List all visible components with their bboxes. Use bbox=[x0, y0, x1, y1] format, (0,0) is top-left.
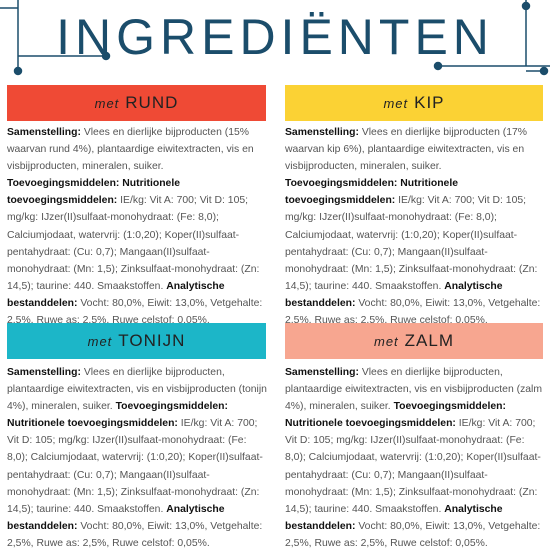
decorative-lines bbox=[0, 0, 550, 76]
text-samenstelling: Vlees en dierlijke bijproducten, plantaa… bbox=[285, 367, 543, 413]
label-toevoegingsmiddelen: Toevoegingsmiddelen: Nutritionele toevoe… bbox=[7, 401, 228, 430]
deco-dot-right-top bbox=[521, 1, 531, 11]
panel-prefix: met bbox=[87, 333, 113, 349]
text-analytisch: Vocht: 80,0%, Eiwit: 13,0%, Vetgehalte: … bbox=[7, 297, 263, 327]
panel-name: ZALM bbox=[404, 331, 454, 350]
text-analytisch: Vocht: 80,0%, Eiwit: 13,0%, Vetgehalte: … bbox=[285, 520, 541, 549]
text-toevoeging: IE/kg: Vit A: 700; Vit D: 105; mg/kg: IJ… bbox=[7, 195, 260, 292]
panel-body-kip: Samenstelling: Vlees en dierlijke bijpro… bbox=[285, 124, 547, 329]
text-toevoeging: IE/kg: Vit A: 700; Vit D: 105; mg/kg: IJ… bbox=[285, 195, 538, 292]
text-analytisch: Vocht: 80,0%, Eiwit: 13,0%, Vetgehalte: … bbox=[7, 520, 263, 549]
text-toevoeging: IE/kg: Vit A: 700; Vit D: 105; mg/kg: IJ… bbox=[285, 418, 541, 515]
panel-body-rund: Samenstelling: Vlees en dierlijke bijpro… bbox=[7, 124, 269, 329]
panel-body-zalm: Samenstelling: Vlees en dierlijke bijpro… bbox=[285, 364, 547, 552]
text-toevoeging: IE/kg: Vit A: 700; Vit D: 105; mg/kg: IJ… bbox=[7, 418, 263, 515]
panel-name: KIP bbox=[414, 93, 445, 112]
label-samenstelling: Samenstelling: bbox=[7, 367, 81, 378]
panel-prefix: met bbox=[94, 95, 120, 111]
label-samenstelling: Samenstelling: bbox=[285, 127, 359, 138]
panel-name: TONIJN bbox=[118, 331, 186, 350]
deco-dot-left bbox=[13, 66, 23, 76]
deco-dot-left-end bbox=[101, 51, 111, 61]
panel-header-tonijn: met TONIJN bbox=[7, 323, 266, 359]
label-analytische: Analytische bestanddelen: bbox=[285, 503, 503, 532]
label-samenstelling: Samenstelling: bbox=[7, 127, 81, 138]
panel-prefix: met bbox=[383, 95, 409, 111]
panel-header-rund: met RUND bbox=[7, 85, 266, 121]
deco-dot-right-start bbox=[433, 61, 443, 71]
page-title: INGREDIËNTEN bbox=[56, 9, 494, 65]
text-samenstelling: Vlees en dierlijke bijproducten, plantaa… bbox=[7, 367, 267, 413]
text-samenstelling: Vlees en dierlijke bijproducten (17% waa… bbox=[285, 127, 528, 173]
label-toevoegingsmiddelen: Toevoegingsmiddelen: Nutritionele toevoe… bbox=[285, 178, 458, 207]
label-toevoegingsmiddelen: Toevoegingsmiddelen: Nutritionele toevoe… bbox=[285, 401, 506, 430]
label-samenstelling: Samenstelling: bbox=[285, 367, 359, 378]
panel-header-zalm: met ZALM bbox=[285, 323, 543, 359]
panel-prefix: met bbox=[373, 333, 399, 349]
label-analytische: Analytische bestanddelen: bbox=[7, 503, 225, 532]
panel-body-tonijn: Samenstelling: Vlees en dierlijke bijpro… bbox=[7, 364, 269, 552]
label-analytische: Analytische bestanddelen: bbox=[285, 280, 503, 309]
label-toevoegingsmiddelen: Toevoegingsmiddelen: Nutritionele toevoe… bbox=[7, 178, 180, 207]
text-analytisch: Vocht: 80,0%, Eiwit: 13,0%, Vetgehalte: … bbox=[285, 297, 541, 327]
label-analytische: Analytische bestanddelen: bbox=[7, 280, 225, 309]
panel-name: RUND bbox=[125, 93, 179, 112]
panel-header-kip: met KIP bbox=[285, 85, 543, 121]
text-samenstelling: Vlees en dierlijke bijproducten (15% waa… bbox=[7, 127, 254, 173]
